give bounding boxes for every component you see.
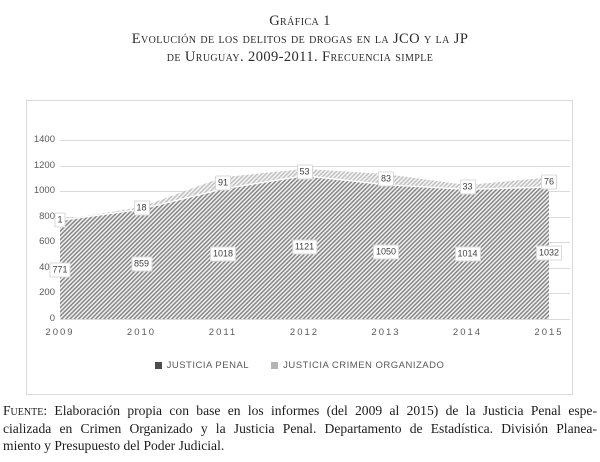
data-label: 33	[459, 179, 476, 195]
data-label: 1032	[535, 245, 563, 261]
legend-label-justicia-crimen-organizado: JUSTICIA CRIMEN ORGANIZADO	[283, 360, 445, 371]
source-line-1-text: Elaboración propia con base en los infor…	[54, 403, 597, 418]
data-label: 1018	[209, 246, 237, 262]
source-line-3: miento y Presupuesto del Poder Judicial.	[3, 438, 225, 454]
data-label: 1050	[372, 244, 400, 260]
figure-title-line2: Evolución de los delitos de drogas en la…	[131, 31, 469, 47]
x-axis-tick-label: 2009	[45, 327, 75, 338]
y-axis-tick-label: 200	[39, 287, 55, 299]
data-label: 1	[54, 212, 66, 228]
legend-swatch-justicia-penal	[154, 362, 162, 369]
x-axis-tick-label: 2014	[452, 327, 483, 338]
label-layer: 0 200 400 600 800 1000 1200 1400 2009 2010 2011 201…	[27, 101, 572, 394]
legend-item-justicia-penal: JUSTICIA PENAL	[154, 360, 250, 371]
data-label: 91	[214, 175, 232, 191]
chart-frame: 0 200 400 600 800 1000 1200 1400 2009 2010 2011 201…	[26, 100, 573, 395]
gridline	[60, 165, 570, 167]
y-axis-tick-label: 800	[39, 210, 55, 222]
y-axis-tick-label: 1200	[33, 159, 55, 171]
x-axis-tick-label: 2010	[126, 327, 157, 338]
source-line-1: Fuente: Elaboración propia con base en l…	[3, 402, 597, 420]
gridline	[60, 140, 570, 141]
legend-item-justicia-crimen-organizado: JUSTICIA CRIMEN ORGANIZADO	[271, 360, 444, 371]
x-axis-tick-label: 2011	[208, 327, 238, 338]
source-line-2: cializada en Crimen Organizado y la Just…	[3, 420, 597, 436]
y-axis-tick-label: 1000	[33, 185, 55, 197]
figure-title-line3: de Uruguay. 2009-2011. Frecuencia simple	[166, 49, 434, 65]
y-axis-tick-label: 1400	[33, 134, 55, 145]
data-label: 83	[377, 171, 395, 187]
legend-label-justicia-penal: JUSTICIA PENAL	[166, 360, 250, 371]
x-axis-tick-label: 2013	[371, 327, 401, 338]
legend-swatch-justicia-crimen-organizado	[271, 362, 279, 369]
data-label: 859	[130, 256, 153, 272]
gridline	[60, 319, 570, 320]
y-axis-tick-label: 400	[39, 261, 55, 273]
figure-title-line1: Gráfica 1	[269, 13, 331, 29]
legend: JUSTICIA PENAL JUSTICIA CRIMEN ORGANIZAD…	[27, 360, 572, 371]
x-axis-tick-label: 2012	[289, 327, 320, 338]
plot-area: 0 200 400 600 800 1000 1200 1400 2009 2010 2011 201…	[27, 101, 572, 394]
source-label: Fuente:	[3, 403, 48, 418]
data-label: 1121	[291, 239, 318, 255]
x-axis-tick-label: 2015	[534, 327, 564, 338]
y-axis-tick-label: 600	[39, 236, 55, 248]
source-note: Fuente: Elaboración propia con base en l…	[3, 402, 597, 455]
data-label: 53	[296, 164, 313, 180]
data-label: 18	[133, 200, 150, 216]
data-label: 1014	[454, 246, 481, 262]
data-label: 76	[540, 174, 558, 190]
y-axis-tick-label: 0	[49, 313, 55, 324]
figure-title: Gráfica 1 Evolución de los delitos de dr…	[0, 12, 600, 66]
data-label: 771	[49, 262, 71, 278]
